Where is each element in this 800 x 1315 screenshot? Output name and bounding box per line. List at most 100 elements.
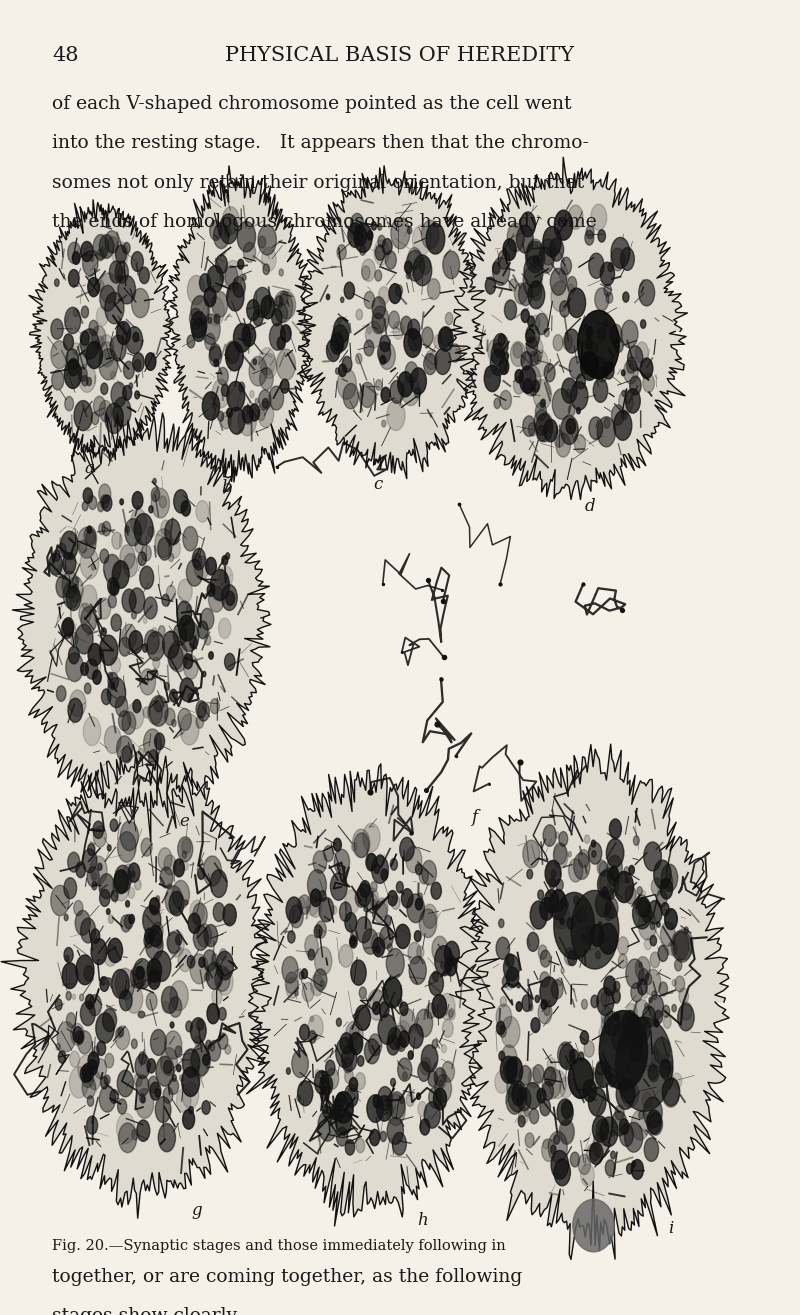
Circle shape <box>485 367 491 377</box>
Circle shape <box>302 982 314 1002</box>
Circle shape <box>345 890 359 914</box>
Circle shape <box>372 297 386 318</box>
Circle shape <box>276 304 287 323</box>
Circle shape <box>385 251 396 270</box>
Circle shape <box>586 326 593 337</box>
Circle shape <box>190 312 207 338</box>
Circle shape <box>97 1041 106 1056</box>
Circle shape <box>218 367 228 385</box>
Circle shape <box>626 358 636 373</box>
Circle shape <box>68 359 78 376</box>
Circle shape <box>365 1039 380 1064</box>
Circle shape <box>593 1116 608 1143</box>
Circle shape <box>386 948 404 978</box>
Circle shape <box>131 288 150 318</box>
Circle shape <box>556 433 570 458</box>
Circle shape <box>420 1057 431 1074</box>
Text: together, or are coming together, as the following: together, or are coming together, as the… <box>52 1268 522 1286</box>
Circle shape <box>234 323 251 352</box>
Circle shape <box>88 843 95 855</box>
Circle shape <box>524 1107 530 1116</box>
Circle shape <box>531 1018 540 1032</box>
Circle shape <box>416 1009 433 1038</box>
Circle shape <box>558 1041 574 1068</box>
Circle shape <box>81 329 99 359</box>
Circle shape <box>118 831 136 863</box>
Circle shape <box>56 1043 60 1051</box>
Circle shape <box>209 652 214 659</box>
Circle shape <box>590 343 597 354</box>
Circle shape <box>207 266 223 292</box>
Circle shape <box>356 309 362 320</box>
Circle shape <box>534 255 538 263</box>
Circle shape <box>310 898 322 918</box>
Circle shape <box>118 276 135 304</box>
Circle shape <box>192 318 206 342</box>
Circle shape <box>375 245 385 260</box>
Circle shape <box>104 944 117 967</box>
Circle shape <box>334 849 350 874</box>
Circle shape <box>93 234 108 259</box>
Circle shape <box>143 729 162 759</box>
Circle shape <box>671 931 689 960</box>
Circle shape <box>561 968 564 973</box>
Circle shape <box>133 333 139 342</box>
Circle shape <box>149 969 159 986</box>
Circle shape <box>226 341 239 364</box>
Circle shape <box>190 1048 208 1078</box>
Circle shape <box>278 337 286 350</box>
Circle shape <box>400 838 414 861</box>
Circle shape <box>597 988 614 1015</box>
Circle shape <box>551 869 556 877</box>
Circle shape <box>310 974 323 995</box>
Circle shape <box>596 1061 605 1076</box>
Circle shape <box>78 364 96 392</box>
Circle shape <box>380 1131 386 1141</box>
Circle shape <box>160 867 173 888</box>
Circle shape <box>159 496 166 508</box>
Circle shape <box>129 631 142 654</box>
Circle shape <box>591 840 596 847</box>
Circle shape <box>338 317 342 323</box>
Circle shape <box>617 1023 625 1036</box>
Circle shape <box>64 914 68 920</box>
Circle shape <box>338 342 342 350</box>
Circle shape <box>134 513 154 544</box>
Circle shape <box>503 955 519 981</box>
Circle shape <box>99 247 106 258</box>
Circle shape <box>419 869 428 884</box>
Circle shape <box>123 242 130 254</box>
Circle shape <box>93 821 103 839</box>
Circle shape <box>524 256 543 288</box>
Circle shape <box>644 938 651 949</box>
Circle shape <box>418 893 422 899</box>
Circle shape <box>598 860 606 874</box>
Circle shape <box>209 586 224 611</box>
Circle shape <box>286 897 302 923</box>
Circle shape <box>131 872 135 877</box>
Circle shape <box>182 1082 198 1109</box>
Circle shape <box>178 948 192 972</box>
Circle shape <box>83 717 101 746</box>
Circle shape <box>139 1094 145 1102</box>
Circle shape <box>593 1072 603 1089</box>
Circle shape <box>337 1018 342 1026</box>
Circle shape <box>108 237 118 254</box>
Circle shape <box>588 1088 606 1116</box>
Circle shape <box>81 918 96 943</box>
Circle shape <box>86 994 94 1009</box>
Circle shape <box>581 359 590 373</box>
Circle shape <box>350 225 358 239</box>
Circle shape <box>151 627 158 636</box>
Circle shape <box>434 334 442 348</box>
Circle shape <box>593 1132 609 1159</box>
Circle shape <box>212 292 228 317</box>
Circle shape <box>161 1048 178 1076</box>
Circle shape <box>674 928 693 960</box>
Ellipse shape <box>573 1199 614 1252</box>
Circle shape <box>308 1015 323 1040</box>
Circle shape <box>566 418 576 434</box>
Circle shape <box>405 362 418 383</box>
Circle shape <box>150 1030 166 1056</box>
Circle shape <box>152 922 163 940</box>
